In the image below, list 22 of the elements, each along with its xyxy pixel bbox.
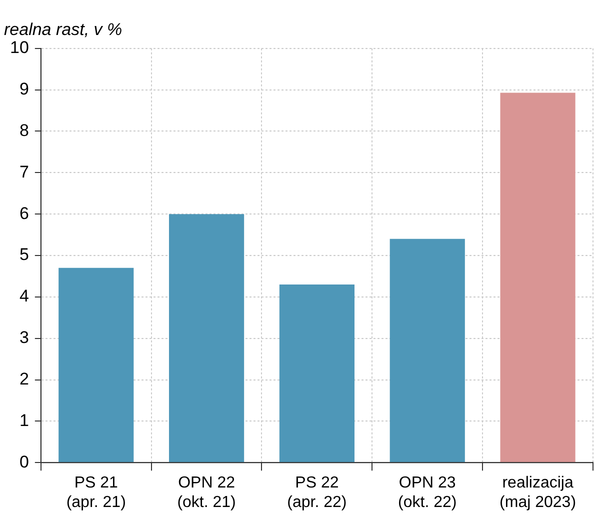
y-tick-label: 10 — [10, 38, 29, 58]
y-tick-label: 9 — [19, 80, 29, 99]
bar — [168, 214, 244, 462]
y-tick-label: 6 — [19, 204, 29, 223]
x-tick-label: OPN 22 (okt. 21) — [177, 474, 236, 511]
x-tick-label: realizacija (maj 2023) — [500, 474, 576, 511]
y-tick-label: 3 — [19, 328, 29, 348]
x-tick-label: PS 22 (apr. 22) — [287, 474, 347, 511]
y-tick-label: 4 — [19, 286, 29, 306]
bar — [279, 284, 354, 462]
chart-subtitle: realna rast, v % — [4, 20, 122, 39]
y-tick-label: 1 — [19, 410, 29, 430]
y-tick-label: 7 — [19, 162, 29, 182]
x-tick-label: PS 21 (apr. 21) — [66, 474, 126, 511]
y-tick-label: 8 — [19, 120, 29, 140]
y-tick-label: 2 — [19, 369, 29, 388]
y-tick-label: 5 — [19, 245, 29, 264]
bar — [500, 92, 576, 462]
bar — [390, 238, 465, 462]
x-tick-label: OPN 23 (okt. 22) — [398, 474, 457, 511]
y-tick-label: 0 — [19, 452, 29, 472]
bar — [58, 268, 134, 462]
